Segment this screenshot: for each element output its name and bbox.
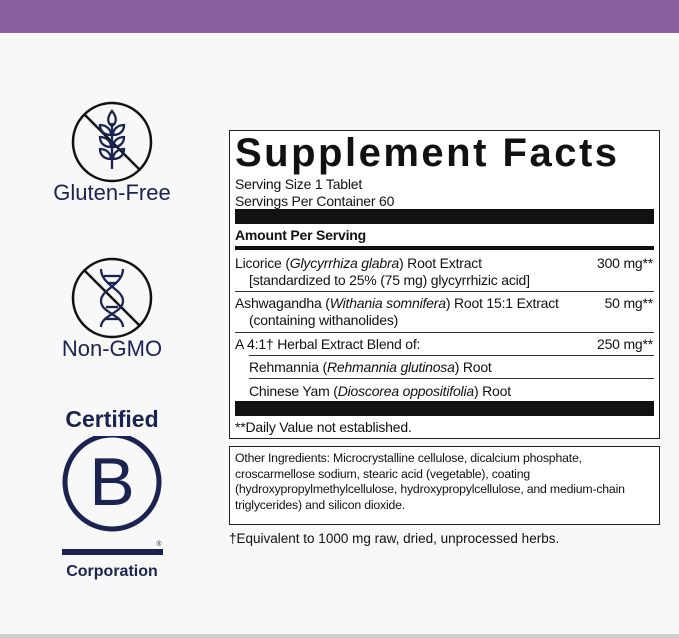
bcorp-certified-label: Certified: [65, 406, 159, 432]
b-corp-logo-icon: B ®: [62, 436, 163, 555]
divider-bar: [235, 246, 654, 250]
row-divider: [235, 291, 654, 292]
daily-value-note: **Daily Value not established.: [235, 419, 412, 435]
supplement-facts-panel: Supplement Facts Serving Size 1 Tablet S…: [229, 130, 660, 439]
ingredient-herbal-blend-amount: 250 mg**: [597, 336, 653, 352]
bcorp-corporation-label: Corporation: [66, 563, 158, 580]
ingredient-ashwagandha-detail: (containing withanolides): [249, 312, 399, 328]
non-gmo-label: Non-GMO: [61, 336, 163, 361]
svg-text:®: ®: [156, 540, 162, 548]
ingredient-herbal-blend: A 4:1† Herbal Extract Blend of:: [235, 336, 421, 352]
amount-per-serving-header: Amount Per Serving: [235, 227, 366, 243]
ingredient-ashwagandha-amount: 50 mg**: [604, 295, 654, 311]
row-divider: [249, 355, 654, 356]
header-bar: [0, 0, 679, 33]
footnote: †Equivalent to 1000 mg raw, dried, unpro…: [229, 531, 560, 546]
divider-bar: [235, 209, 654, 224]
row-divider: [235, 332, 654, 333]
row-divider: [249, 378, 654, 379]
ingredient-licorice-detail: [standardized to 25% (75 mg) glycyrrhizi…: [249, 272, 530, 288]
ingredient-chinese-yam: Chinese Yam (Dioscorea oppositifolia) Ro…: [249, 383, 511, 399]
ingredient-licorice-amount: 300 mg**: [597, 255, 653, 271]
gluten-free-label: Gluten-Free: [53, 180, 171, 205]
servings-per-container: Servings Per Container 60: [235, 193, 395, 209]
serving-size: Serving Size 1 Tablet: [235, 176, 363, 192]
ingredient-licorice: Licorice (Glycyrrhiza glabra) Root Extra…: [235, 255, 482, 271]
dna-crossed-icon: [71, 257, 153, 339]
facts-title: Supplement Facts: [235, 131, 620, 175]
ingredient-rehmannia: Rehmannia (Rehmannia glutinosa) Root: [249, 359, 492, 375]
wheat-crossed-icon: [71, 101, 153, 183]
divider-bar: [235, 401, 654, 416]
bottom-border: [0, 634, 679, 638]
ingredient-ashwagandha: Ashwagandha (Withania somnifera) Root 15…: [235, 295, 559, 311]
svg-text:B: B: [89, 444, 134, 520]
other-ingredients: Other Ingredients: Microcrystalline cell…: [229, 446, 660, 525]
